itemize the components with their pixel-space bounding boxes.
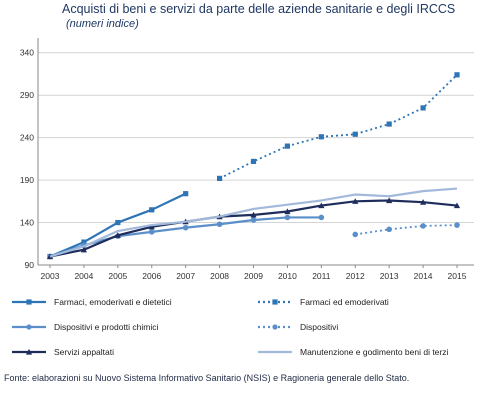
x-axis-ticks: 2003 2004 2005 2006 2007 2008 2009 2010 2011 2012… bbox=[41, 265, 467, 281]
data-point bbox=[386, 226, 392, 233]
data-point bbox=[272, 299, 278, 305]
data-point bbox=[81, 239, 87, 245]
data-point bbox=[216, 175, 223, 181]
data-point bbox=[115, 219, 121, 226]
y-tick-label: 190 bbox=[20, 175, 34, 185]
data-point bbox=[318, 134, 324, 140]
x-tick-label: 2008 bbox=[210, 271, 229, 281]
legend-item-1: Farmaci ed emoderivati bbox=[258, 297, 389, 307]
x-tick-label: 2014 bbox=[414, 271, 433, 281]
series-3 bbox=[352, 222, 460, 238]
data-point bbox=[216, 221, 223, 228]
data-point bbox=[318, 202, 325, 209]
x-tick-label: 2004 bbox=[74, 271, 93, 281]
data-point bbox=[386, 197, 393, 204]
y-tick-label: 340 bbox=[20, 48, 34, 58]
legend-label: Dispositivi bbox=[300, 322, 338, 332]
data-point bbox=[149, 207, 155, 213]
legend-label: Manutenzione e godimento beni di terzi bbox=[300, 347, 448, 357]
data-point bbox=[352, 131, 358, 137]
chart-title: Acquisti di beni e servizi da parte dell… bbox=[62, 2, 456, 16]
x-tick-label: 2010 bbox=[278, 271, 297, 281]
legend: Farmaci, emoderivati e dietetici Farmaci … bbox=[12, 297, 448, 357]
data-point bbox=[26, 324, 32, 330]
legend-label: Servizi appaltati bbox=[54, 347, 114, 357]
grid-lines bbox=[37, 38, 474, 266]
y-tick-label: 140 bbox=[20, 218, 34, 228]
series-line bbox=[49, 187, 458, 258]
data-point bbox=[284, 214, 291, 221]
data-point bbox=[284, 143, 291, 149]
series-line bbox=[219, 74, 458, 180]
data-point bbox=[114, 232, 121, 238]
legend-item-0: Farmaci, emoderivati e dietetici bbox=[12, 297, 172, 307]
y-tick-label: 240 bbox=[20, 133, 34, 143]
x-tick-label: 2013 bbox=[380, 271, 399, 281]
series-1 bbox=[216, 72, 460, 181]
legend-label: Farmaci ed emoderivati bbox=[300, 297, 389, 307]
y-tick-label: 290 bbox=[20, 90, 34, 100]
data-point bbox=[454, 222, 460, 228]
series-4 bbox=[46, 197, 461, 260]
data-point bbox=[250, 217, 257, 223]
x-tick-label: 2006 bbox=[142, 271, 161, 281]
series-lines bbox=[46, 72, 461, 260]
data-point bbox=[352, 231, 359, 238]
x-tick-label: 2003 bbox=[41, 271, 60, 281]
data-point bbox=[386, 121, 392, 127]
data-point bbox=[284, 208, 291, 215]
data-point bbox=[148, 223, 155, 230]
y-axis-ticks: 90 140 190 240 290 340 bbox=[20, 48, 34, 270]
x-tick-label: 2012 bbox=[346, 271, 365, 281]
x-tick-label: 2009 bbox=[244, 271, 263, 281]
legend-item-4: Servizi appaltati bbox=[12, 347, 114, 357]
data-point bbox=[250, 158, 257, 165]
chart-subtitle: (numeri indice) bbox=[66, 18, 139, 30]
data-point bbox=[148, 229, 155, 235]
series-5 bbox=[49, 187, 458, 258]
series-line bbox=[355, 224, 458, 236]
x-tick-label: 2011 bbox=[312, 271, 331, 281]
legend-label: Farmaci, emoderivati e dietetici bbox=[54, 297, 172, 307]
data-point bbox=[419, 199, 427, 205]
data-point bbox=[454, 72, 460, 78]
data-point bbox=[318, 214, 325, 221]
data-point bbox=[26, 299, 32, 305]
data-point bbox=[80, 246, 88, 253]
data-point bbox=[272, 324, 278, 330]
legend-label: Dispositivi e prodotti chimici bbox=[54, 322, 159, 332]
data-point bbox=[420, 105, 426, 111]
data-point bbox=[25, 348, 33, 355]
data-point bbox=[183, 191, 189, 197]
legend-item-5: Manutenzione e godimento beni di terzi bbox=[258, 347, 448, 357]
legend-item-3: Dispositivi bbox=[258, 322, 338, 332]
x-tick-label: 2015 bbox=[448, 271, 467, 281]
data-point bbox=[453, 202, 461, 209]
x-tick-label: 2007 bbox=[176, 271, 195, 281]
x-tick-label: 2005 bbox=[108, 271, 127, 281]
data-point bbox=[420, 223, 426, 229]
legend-item-2: Dispositivi e prodotti chimici bbox=[12, 322, 159, 332]
y-tick-label: 90 bbox=[25, 260, 35, 270]
data-point bbox=[250, 211, 257, 218]
source-note: Fonte: elaborazioni su Nuovo Sistema Inf… bbox=[4, 373, 410, 383]
data-point bbox=[352, 198, 359, 204]
data-point bbox=[182, 224, 189, 231]
